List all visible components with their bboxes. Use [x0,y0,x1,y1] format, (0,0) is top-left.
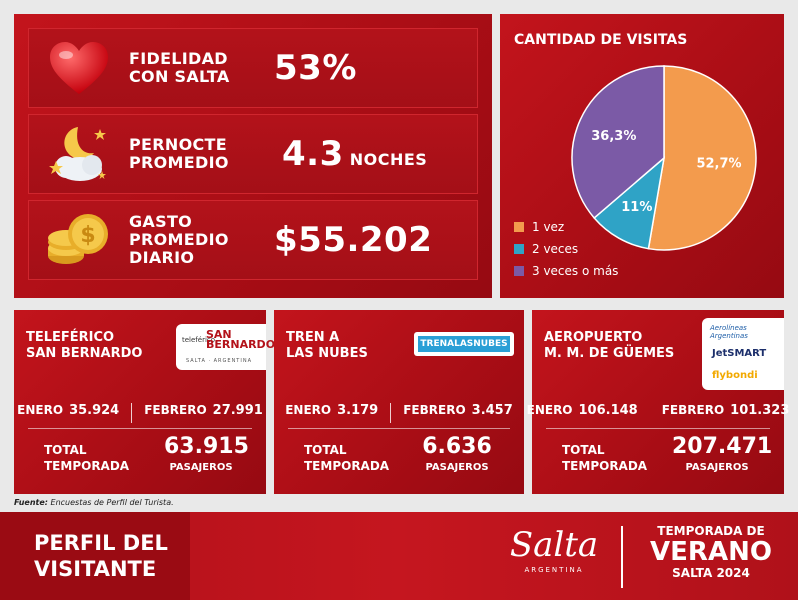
card-tren: TREN A LAS NUBES TRENALASNUBES ENERO 3.17… [274,310,524,494]
card-title: TREN A LAS NUBES [286,330,368,361]
footer-banner: PERFIL DEL VISITANTE Salta ARGENTINA TEM… [0,512,798,600]
total-value: 6.636 [422,434,492,459]
pie-slice [571,65,665,220]
kpi-value: 53% [274,48,357,88]
legend-swatch [514,222,524,232]
source-note: Fuente: Encuestas de Perfil del Turista. [14,498,174,507]
pie-slice [647,65,757,251]
divider [546,428,770,429]
pie-data-label: 52,7% [696,157,741,172]
tren-logo: TRENALASNUBES [414,332,514,356]
kpi-unit: NOCHES [349,150,428,169]
kpi-label: PERNOCTE PROMEDIO [129,135,229,172]
season-block: TEMPORADA DE VERANO SALTA 2024 [650,524,772,580]
legend-item: 2 veces [514,242,578,256]
divider [28,428,252,429]
kpi-label: GASTO PROMEDIO DIARIO [129,212,229,267]
total-unit: PASAJEROS [685,462,749,473]
card-title: AEROPUERTO M. M. DE GÜEMES [544,330,675,361]
monthly-figures: ENERO 106.148 FEBRERO 101.323 [526,403,790,418]
footer-title-block [0,512,190,600]
kpi-fidelidad: FIDELIDAD CON SALTA 53% [28,28,478,108]
total-unit: PASAJEROS [169,462,233,473]
legend-item: 3 veces o más [514,264,618,278]
card-title: TELEFÉRICO SAN BERNARDO [26,330,143,361]
monthly-figures: ENERO 35.924 FEBRERO 27.991 [14,403,266,423]
kpi-value: 4.3 NOCHES [282,134,428,174]
total-label: TOTAL TEMPORADA [304,443,390,473]
legend-item: 1 vez [514,220,564,234]
total-value: 63.915 [164,434,249,459]
svg-text:$: $ [80,223,95,248]
legend-swatch [514,244,524,254]
chart-title: CANTIDAD DE VISITAS [514,32,688,48]
pie-data-label: 11% [621,200,652,215]
airlines-logo: Aerolíneas Argentinas JetSMART flybondi [702,318,784,390]
moon-cloud-icon [29,114,129,194]
kpi-label: FIDELIDAD CON SALTA [129,49,230,86]
kpi-pernocte: PERNOCTE PROMEDIO 4.3 NOCHES [28,114,478,194]
legend-label: 3 veces o más [532,264,619,278]
footer-title: PERFIL DEL VISITANTE [34,531,168,581]
visits-chart-panel: CANTIDAD DE VISITAS 52,7% 11% 36,3% 1 vez … [500,14,784,298]
card-aeropuerto: AEROPUERTO M. M. DE GÜEMES Aerolíneas Ar… [526,310,790,494]
legend-label: 2 veces [532,242,579,256]
total-value: 207.471 [672,434,773,459]
pie-data-label: 36,3% [591,129,636,144]
salta-brand-logo: Salta ARGENTINA [509,525,599,574]
coins-icon: $ [29,200,129,280]
legend-label: 1 vez [532,220,565,234]
divider [288,428,510,429]
total-unit: PASAJEROS [425,462,489,473]
teleferico-logo: teleférico SAN BERNARDO SALTA · ARGENTINA [176,324,275,370]
footer-divider [621,526,623,588]
total-label: TOTAL TEMPORADA [562,443,648,473]
pie-chart: 52,7% 11% 36,3% [571,65,757,251]
monthly-figures: ENERO 3.179 FEBRERO 3.457 [274,403,524,423]
kpi-value: $55.202 [274,220,433,260]
heart-icon [29,28,129,108]
legend-swatch [514,266,524,276]
total-label: TOTAL TEMPORADA [44,443,130,473]
card-teleferico: TELEFÉRICO SAN BERNARDO teleférico SAN BE… [14,310,275,494]
kpi-gasto: $ GASTO PROMEDIO DIARIO $55.202 [28,200,478,280]
